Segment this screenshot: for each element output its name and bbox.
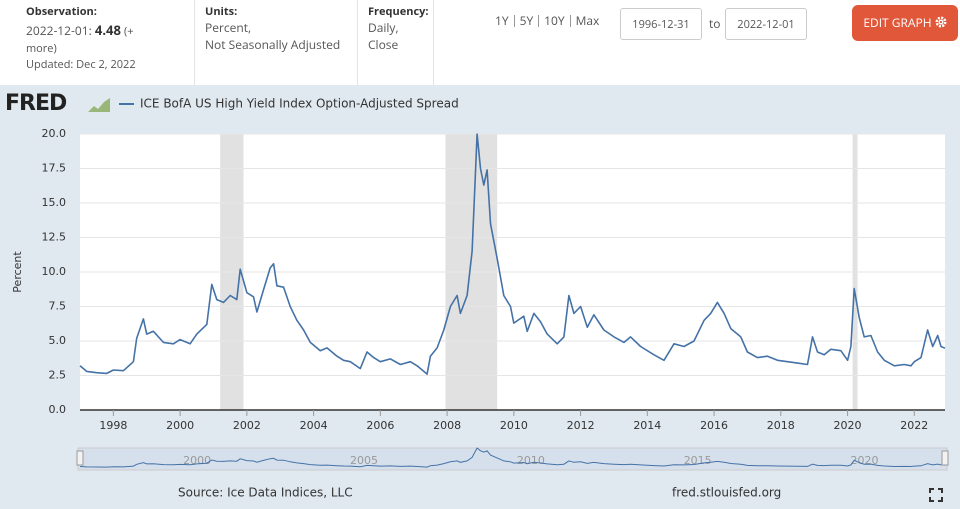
x-tick-label: 1998 <box>99 419 127 432</box>
start-date-input[interactable]: 1996-12-31 <box>620 8 702 40</box>
y-tick-label: 5.0 <box>49 334 67 347</box>
y-axis-label: Percent <box>11 251 24 293</box>
x-tick-label: 2000 <box>166 419 194 432</box>
y-tick-label: 17.5 <box>42 162 67 175</box>
x-tick-label: 2004 <box>300 419 328 432</box>
x-tick-label: 2016 <box>700 419 728 432</box>
observation: 2022-12-01: 4.48 (+ more) <box>26 22 156 57</box>
x-tick-label: 2022 <box>900 419 928 432</box>
edit-graph-button[interactable]: EDIT GRAPH <box>852 5 958 41</box>
logo[interactable]: FRED <box>5 91 68 116</box>
y-tick-label: 12.5 <box>42 231 67 244</box>
gear-icon <box>935 16 947 28</box>
frequency-line: Daily, <box>368 19 399 36</box>
observation-date: 2022-12-01: <box>26 22 92 39</box>
end-date-input[interactable]: 2022-12-01 <box>725 8 807 40</box>
units-line: Percent, <box>205 19 252 36</box>
x-tick-label: 2008 <box>433 419 461 432</box>
units-line: Not Seasonally Adjusted <box>205 36 341 53</box>
y-tick-label: 0.0 <box>49 403 67 416</box>
more-link[interactable]: (+ more) <box>26 24 134 56</box>
x-tick-label: 2014 <box>633 419 661 432</box>
separator <box>357 0 358 85</box>
range-selector: 1Y 5Y 10Y Max <box>490 13 604 29</box>
separator <box>433 0 434 85</box>
separator <box>194 0 195 85</box>
y-tick-label: 10.0 <box>42 265 67 278</box>
observation-label: Observation: <box>26 4 97 19</box>
x-tick-label: 2002 <box>233 419 261 432</box>
edit-graph-label: EDIT GRAPH <box>863 14 932 31</box>
series-line <box>79 133 946 375</box>
to-label: to <box>709 15 721 32</box>
fullscreen-icon[interactable] <box>929 488 943 502</box>
updated: Updated: Dec 2, 2022 <box>26 57 136 72</box>
navigator-handle[interactable] <box>76 450 84 466</box>
frequency-label: Frequency: <box>368 4 429 19</box>
y-tick-label: 7.5 <box>49 300 67 313</box>
legend-label[interactable]: ICE BofA US High Yield Index Option-Adju… <box>140 97 459 111</box>
frequency-line: Close <box>368 36 399 53</box>
range-button[interactable]: Max <box>569 15 605 27</box>
x-tick-label: 2020 <box>834 419 862 432</box>
navigator-tick-label: 2010 <box>517 454 545 467</box>
logo-icon <box>88 98 110 112</box>
navigator-series <box>79 447 946 468</box>
y-tick-label: 15.0 <box>42 196 67 209</box>
x-tick-label: 2010 <box>500 419 528 432</box>
units-label: Units: <box>205 4 238 19</box>
range-button[interactable]: 1Y <box>495 12 509 29</box>
y-tick-label: 2.5 <box>49 369 67 382</box>
x-tick-label: 2006 <box>366 419 394 432</box>
x-tick-label: 2012 <box>567 419 595 432</box>
url[interactable]: fred.stlouisfed.org <box>672 486 781 500</box>
observation-value: 4.48 <box>94 21 121 39</box>
x-tick-label: 2018 <box>767 419 795 432</box>
navigator-tick-label: 2005 <box>350 454 378 467</box>
range-button[interactable]: 5Y <box>513 15 539 27</box>
source: Source: Ice Data Indices, LLC <box>178 486 353 500</box>
range-button[interactable]: 10Y <box>538 15 569 27</box>
navigator-tick-label: 2015 <box>684 454 712 467</box>
y-tick-label: 20.0 <box>42 127 67 140</box>
navigator-handle[interactable] <box>941 450 949 466</box>
